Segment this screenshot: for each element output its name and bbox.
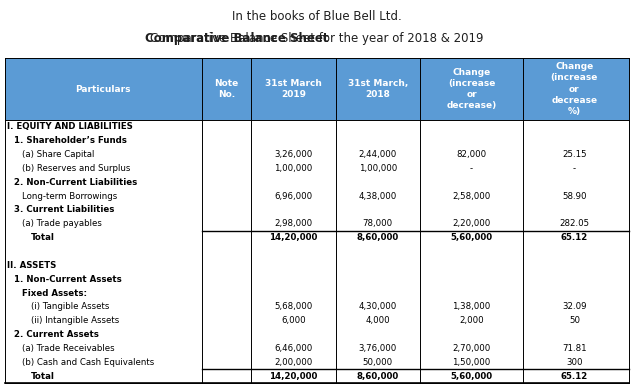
Text: 3. Current Liabilities: 3. Current Liabilities xyxy=(15,205,115,214)
Text: 1. Shareholder’s Funds: 1. Shareholder’s Funds xyxy=(15,136,127,145)
Text: 3,26,000: 3,26,000 xyxy=(275,150,313,159)
Text: 1,00,000: 1,00,000 xyxy=(359,164,397,173)
Bar xyxy=(5,58,629,120)
Text: 14,20,000: 14,20,000 xyxy=(269,233,318,242)
Text: 2. Non-Current Liabilities: 2. Non-Current Liabilities xyxy=(15,178,138,187)
Text: 2,00,000: 2,00,000 xyxy=(275,358,313,367)
Text: 4,30,000: 4,30,000 xyxy=(359,302,397,312)
Text: 2,70,000: 2,70,000 xyxy=(452,344,491,353)
Text: (a) Trade Receivables: (a) Trade Receivables xyxy=(22,344,115,353)
Text: 4,000: 4,000 xyxy=(366,316,390,325)
Text: 2,20,000: 2,20,000 xyxy=(452,219,491,228)
Text: (a) Trade payables: (a) Trade payables xyxy=(22,219,102,228)
Text: Change
(increase
or
decrease): Change (increase or decrease) xyxy=(446,68,496,110)
Text: 3,76,000: 3,76,000 xyxy=(359,344,397,353)
Text: 6,46,000: 6,46,000 xyxy=(275,344,313,353)
Text: (i) Tangible Assets: (i) Tangible Assets xyxy=(31,302,110,312)
Text: 5,60,000: 5,60,000 xyxy=(450,372,493,380)
Text: 5,60,000: 5,60,000 xyxy=(450,233,493,242)
Text: 6,96,000: 6,96,000 xyxy=(275,192,313,200)
Text: 2,44,000: 2,44,000 xyxy=(359,150,397,159)
Text: 58.90: 58.90 xyxy=(562,192,586,200)
Text: Particulars: Particulars xyxy=(75,84,131,94)
Text: I. EQUITY AND LIABILITIES: I. EQUITY AND LIABILITIES xyxy=(7,122,133,132)
Text: 8,60,000: 8,60,000 xyxy=(357,233,399,242)
Text: 25.15: 25.15 xyxy=(562,150,586,159)
Text: (ii) Intangible Assets: (ii) Intangible Assets xyxy=(31,316,119,325)
Text: 32.09: 32.09 xyxy=(562,302,586,312)
Bar xyxy=(5,120,629,383)
Text: 5,68,000: 5,68,000 xyxy=(275,302,313,312)
Text: (b) Cash and Cash Equivalents: (b) Cash and Cash Equivalents xyxy=(22,358,155,367)
Text: Change
(increase
or
decrease
%): Change (increase or decrease %) xyxy=(551,62,598,116)
Text: 82,000: 82,000 xyxy=(456,150,486,159)
Text: 50,000: 50,000 xyxy=(363,358,393,367)
Text: 2,58,000: 2,58,000 xyxy=(452,192,491,200)
Text: 14,20,000: 14,20,000 xyxy=(269,372,318,380)
Text: Total: Total xyxy=(31,233,55,242)
Text: II. ASSETS: II. ASSETS xyxy=(7,261,56,270)
Text: (a) Share Capital: (a) Share Capital xyxy=(22,150,95,159)
Text: 65.12: 65.12 xyxy=(561,372,588,380)
Text: -: - xyxy=(573,164,576,173)
Text: Comparative Balance Sheet: Comparative Balance Sheet xyxy=(145,32,329,45)
Text: 1,38,000: 1,38,000 xyxy=(452,302,491,312)
Text: 78,000: 78,000 xyxy=(363,219,393,228)
Text: 1. Non-Current Assets: 1. Non-Current Assets xyxy=(15,275,122,284)
Text: 4,38,000: 4,38,000 xyxy=(359,192,397,200)
Text: (b) Reserves and Surplus: (b) Reserves and Surplus xyxy=(22,164,131,173)
Text: 1,00,000: 1,00,000 xyxy=(275,164,313,173)
Text: 31st March,
2018: 31st March, 2018 xyxy=(347,79,408,99)
Text: 282.05: 282.05 xyxy=(559,219,590,228)
Text: 6,000: 6,000 xyxy=(281,316,306,325)
Text: 65.12: 65.12 xyxy=(561,233,588,242)
Text: 8,60,000: 8,60,000 xyxy=(357,372,399,380)
Text: Fixed Assets:: Fixed Assets: xyxy=(22,289,87,298)
Text: 31st March
2019: 31st March 2019 xyxy=(265,79,322,99)
Text: 2,98,000: 2,98,000 xyxy=(275,219,313,228)
Text: 1,50,000: 1,50,000 xyxy=(452,358,491,367)
Text: Long-term Borrowings: Long-term Borrowings xyxy=(22,192,118,200)
Text: In the books of Blue Bell Ltd.: In the books of Blue Bell Ltd. xyxy=(232,10,402,23)
Text: Comparative Balance Sheet for the year of 2018 & 2019: Comparative Balance Sheet for the year o… xyxy=(150,32,484,45)
Text: 2. Current Assets: 2. Current Assets xyxy=(15,330,100,339)
Text: Total: Total xyxy=(31,372,55,380)
Text: -: - xyxy=(470,164,473,173)
Text: 50: 50 xyxy=(569,316,580,325)
Text: 300: 300 xyxy=(566,358,583,367)
Text: Note
No.: Note No. xyxy=(214,79,238,99)
Text: 71.81: 71.81 xyxy=(562,344,586,353)
Text: 2,000: 2,000 xyxy=(459,316,484,325)
